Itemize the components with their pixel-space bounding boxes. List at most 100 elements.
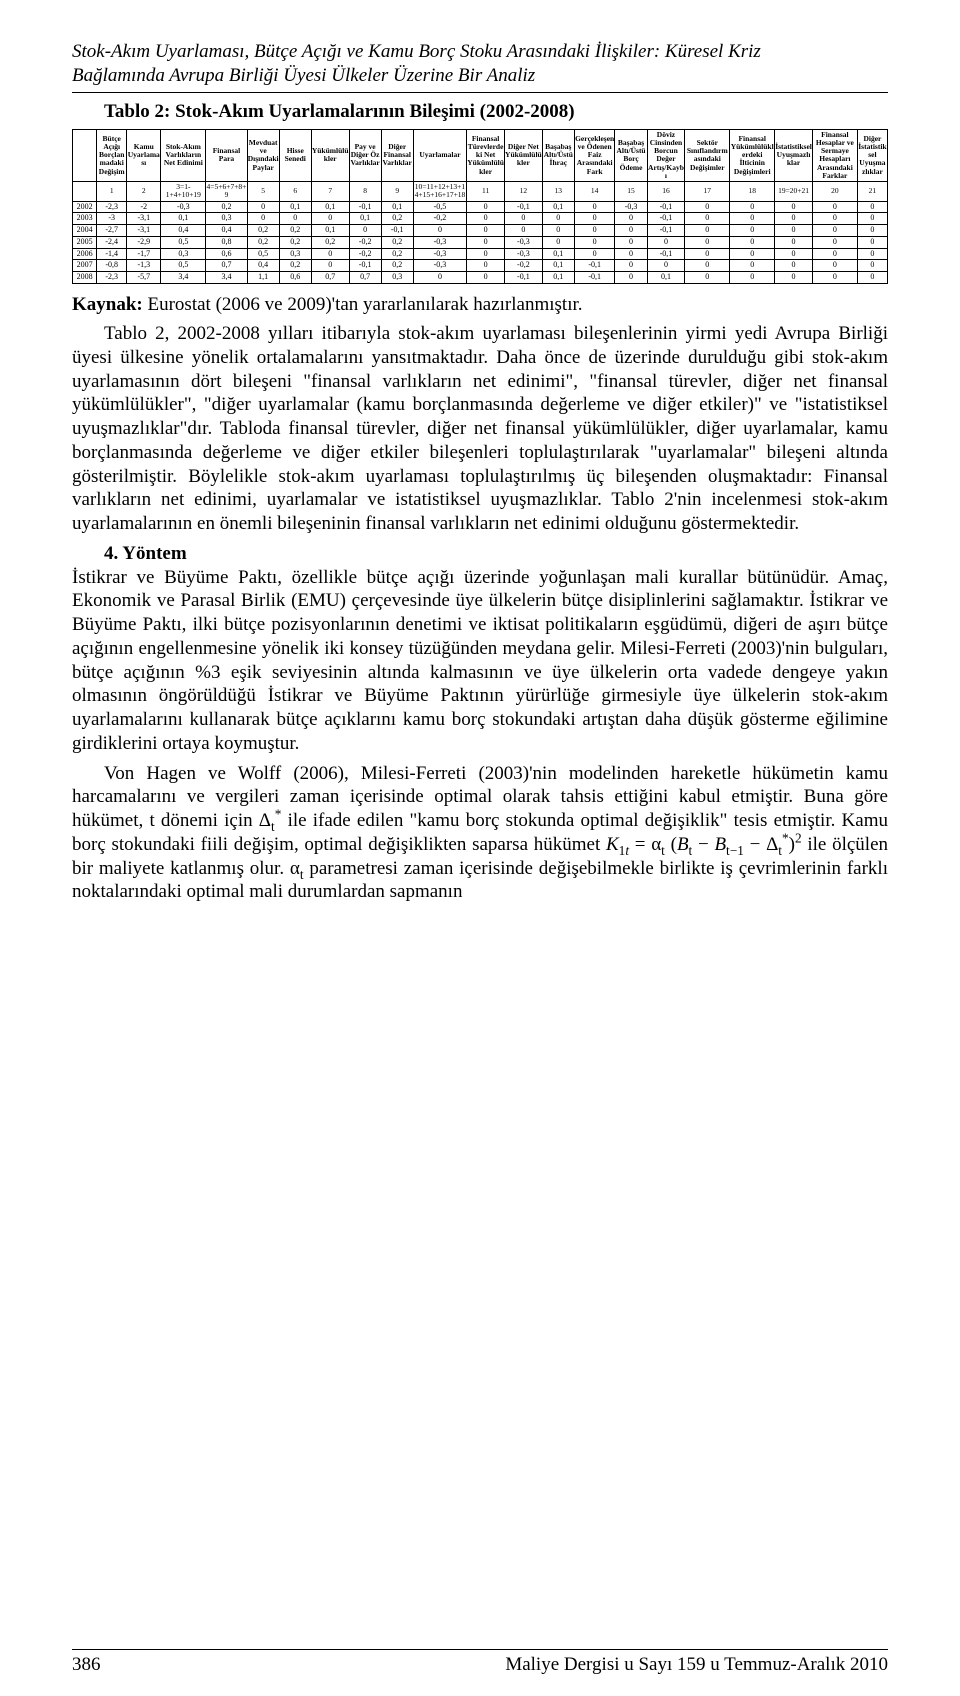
cell-value: 0 — [812, 236, 857, 248]
cell-value: 0,2 — [247, 236, 279, 248]
col-index: 10=11+12+13+14+15+16+17+18 — [413, 182, 466, 202]
cell-value: 0 — [574, 225, 615, 237]
col-index: 5 — [247, 182, 279, 202]
cell-value: -0,1 — [574, 272, 615, 284]
table-row: 2004-2,7-3,10,40,40,20,20,10-0,1000000-0… — [73, 225, 888, 237]
cell-value: -0,3 — [413, 236, 466, 248]
cell-value: 0 — [615, 272, 647, 284]
col-index: 2 — [127, 182, 161, 202]
col-index: 17 — [685, 182, 730, 202]
cell-value: -0,3 — [504, 248, 542, 260]
col-index: 14 — [574, 182, 615, 202]
cell-value: 0 — [615, 248, 647, 260]
cell-value: 0 — [542, 225, 574, 237]
col-index: 13 — [542, 182, 574, 202]
cell-value: 0 — [812, 272, 857, 284]
cell-value: -0,1 — [647, 213, 685, 225]
cell-value: 0 — [812, 213, 857, 225]
col-year — [73, 129, 97, 182]
col-index: 18 — [730, 182, 775, 202]
cell-value: -2,9 — [127, 236, 161, 248]
cell-value: 0 — [467, 236, 505, 248]
cell-value: 0 — [685, 248, 730, 260]
cell-year: 2007 — [73, 260, 97, 272]
cell-value: 0 — [247, 213, 279, 225]
cell-value: 3,4 — [206, 272, 247, 284]
cell-value: 0,7 — [349, 272, 381, 284]
cell-value: 0 — [730, 248, 775, 260]
col-index: 19=20+21 — [775, 182, 813, 202]
cell-value: 0 — [730, 213, 775, 225]
cell-value: 0 — [812, 248, 857, 260]
cell-value: 0,1 — [311, 225, 349, 237]
cell-value: -0,1 — [574, 260, 615, 272]
cell-value: 0,5 — [161, 260, 206, 272]
cell-value: 0 — [574, 248, 615, 260]
col-header: Başabaş Altı/Üstü İhraç — [542, 129, 574, 182]
cell-value: 0,2 — [311, 236, 349, 248]
cell-value: 0 — [467, 260, 505, 272]
source-line: Kaynak: Eurostat (2006 ve 2009)'tan yara… — [72, 294, 888, 316]
cell-value: 0 — [647, 260, 685, 272]
cell-value: -2,4 — [97, 236, 127, 248]
cell-value: 0 — [467, 248, 505, 260]
col-index-blank — [73, 182, 97, 202]
col-index: 15 — [615, 182, 647, 202]
cell-value: 0,3 — [381, 272, 413, 284]
cell-value: 0 — [812, 225, 857, 237]
col-header: Başabaş Altı/Üstü Borç Ödeme — [615, 129, 647, 182]
cell-value: 0 — [685, 225, 730, 237]
cell-value: -0,3 — [161, 201, 206, 213]
cell-value: 0,1 — [381, 201, 413, 213]
cell-value: -0,1 — [504, 272, 542, 284]
cell-value: 0 — [857, 201, 887, 213]
cell-value: 0 — [467, 213, 505, 225]
cell-value: -3,1 — [127, 213, 161, 225]
cell-value: 0 — [685, 260, 730, 272]
footer: 386 Maliye Dergisi u Sayı 159 u Temmuz-A… — [72, 1649, 888, 1676]
cell-value: 0 — [504, 213, 542, 225]
paragraph-1: Tablo 2, 2002-2008 yılları itibarıyla st… — [72, 322, 888, 536]
cell-value: 0 — [615, 236, 647, 248]
cell-value: 0 — [467, 201, 505, 213]
cell-value: 0,2 — [206, 201, 247, 213]
cell-value: 3,4 — [161, 272, 206, 284]
cell-value: 0,7 — [206, 260, 247, 272]
cell-value: 0 — [685, 213, 730, 225]
col-header: Finansal Türevlerdeki Net Yükümlülükler — [467, 129, 505, 182]
cell-value: 0,4 — [247, 260, 279, 272]
cell-value: 0,2 — [247, 225, 279, 237]
cell-value: 0 — [279, 213, 311, 225]
cell-value: 0,3 — [206, 213, 247, 225]
cell-value: 0 — [857, 213, 887, 225]
cell-value: -0,5 — [413, 201, 466, 213]
cell-value: 0 — [574, 213, 615, 225]
cell-value: 0 — [775, 248, 813, 260]
cell-value: 0,1 — [311, 201, 349, 213]
cell-value: 0 — [857, 236, 887, 248]
cell-value: -5,7 — [127, 272, 161, 284]
cell-value: 0 — [615, 260, 647, 272]
col-header: Stok-Akım Varlıkların Net Edinimi — [161, 129, 206, 182]
cell-value: 0,4 — [161, 225, 206, 237]
table-row: 2003-3-3,10,10,30000,10,2-0,200000-0,100… — [73, 213, 888, 225]
col-header: Finansal Para — [206, 129, 247, 182]
cell-value: 0 — [685, 236, 730, 248]
page-number: 386 — [72, 1654, 101, 1676]
cell-value: 0 — [730, 260, 775, 272]
cell-value: -0,1 — [647, 225, 685, 237]
cell-value: -2,7 — [97, 225, 127, 237]
cell-value: -0,2 — [413, 213, 466, 225]
cell-year: 2008 — [73, 272, 97, 284]
cell-value: -2,3 — [97, 272, 127, 284]
cell-value: 0 — [812, 201, 857, 213]
running-header-line2: Bağlamında Avrupa Birliği Üyesi Ülkeler … — [72, 64, 888, 88]
cell-value: 0 — [775, 272, 813, 284]
col-header: Bütçe Açığı Borçlanmadaki Değişim — [97, 129, 127, 182]
cell-value: 0 — [775, 236, 813, 248]
col-index: 4=5+6+7+8+9 — [206, 182, 247, 202]
col-header: Döviz Cinsinden Borcun Değer Artış/Kaybı — [647, 129, 685, 182]
col-index: 6 — [279, 182, 311, 202]
col-header: Pay ve Diğer Öz Varlıklar — [349, 129, 381, 182]
cell-value: -0,3 — [615, 201, 647, 213]
